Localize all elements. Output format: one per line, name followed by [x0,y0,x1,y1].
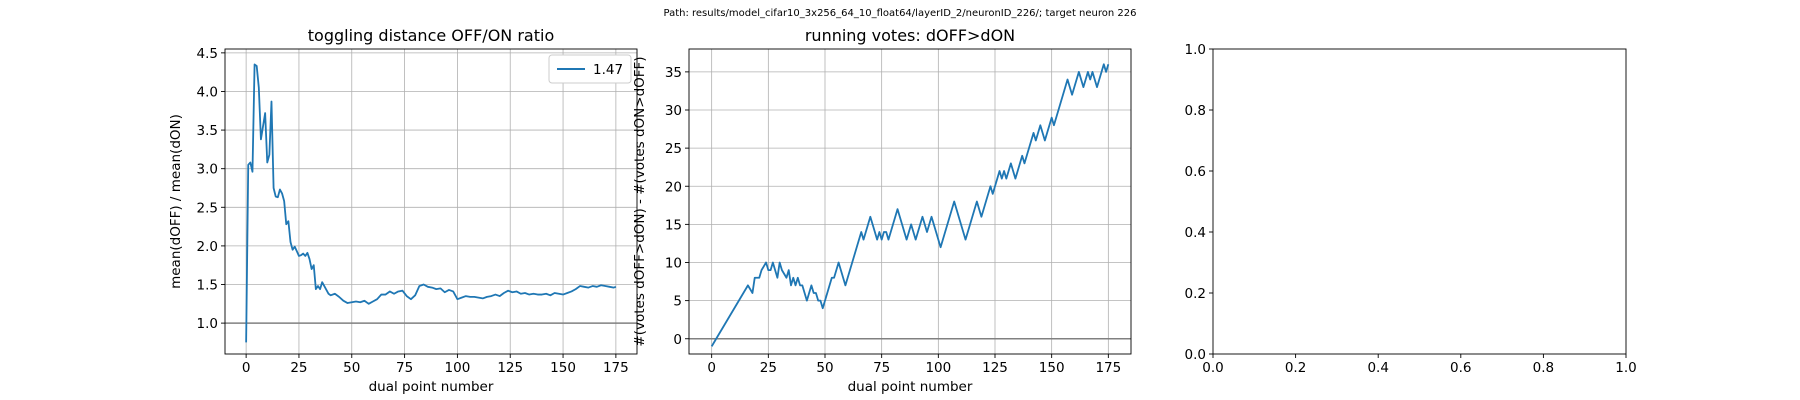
x-tick-label: 100 [445,360,471,376]
x-tick-label: 0.4 [1367,360,1388,376]
x-tick-label: 150 [550,360,576,376]
y-tick-label: 0.8 [1185,103,1206,119]
legend-box [548,54,632,84]
x-tick-label: 0.8 [1533,360,1554,376]
x-tick-label: 0.6 [1450,360,1471,376]
y-tick-label: 30 [665,103,682,119]
y-tick-label: 2.0 [197,239,218,255]
y-tick-label: 4.5 [197,46,218,62]
series-line [245,63,617,343]
x-tick-label: 75 [396,360,413,376]
y-tick-label: 1.5 [197,278,218,294]
y-tick-label: 3.5 [197,123,218,139]
y-tick-label: 0.2 [1185,286,1206,302]
chart-panel-1: 0 25 50 75 100 125 150 175 1.0 1.5 2.0 2.5 3.0 3.5 4.0… [168,26,638,395]
figure-suptitle: Path: results/model_cifar10_3x256_64_10_… [664,8,1137,19]
x-tick-label: 0 [242,360,251,376]
x-tick-label: 0.2 [1285,360,1306,376]
y-tick-label: 25 [665,141,682,157]
x-tick-label: 50 [343,360,360,376]
y-tick-label: 1.0 [1185,42,1206,58]
x-axis-label: dual point number [369,379,494,395]
x-tick-label: 175 [1095,360,1121,376]
x-tick-label: 125 [497,360,523,376]
x-tick-label: 150 [1039,360,1065,376]
y-tick-label: 2.5 [197,200,218,216]
x-tick-label: 25 [760,360,777,376]
x-tick-label: 0.0 [1202,360,1223,376]
y-axis-label: #(votes dOFF>dON) - #(votes dON>dOFF) [632,56,648,346]
y-tick-label: 15 [665,217,682,233]
plot-frame [224,48,638,355]
y-tick-label: 20 [665,179,682,195]
y-tick-label: 0.6 [1185,164,1206,180]
chart-panel-2: 0 25 50 75 100 125 150 175 0 5 10 15 20 25 30 35 running… [632,26,1132,395]
y-tick-label: 0.0 [1185,347,1206,363]
y-axis-label: mean(dOFF) / mean(dON) [168,114,184,289]
x-tick-label: 75 [873,360,890,376]
x-tick-label: 100 [925,360,951,376]
x-tick-label: 0 [707,360,716,376]
plot-frame [1212,48,1627,355]
y-tick-label: 10 [665,256,682,272]
x-tick-label: 125 [982,360,1008,376]
chart-title: toggling distance OFF/ON ratio [308,26,554,45]
series-line [710,63,1110,347]
y-tick-label: 0 [673,332,682,348]
y-tick-label: 1.0 [197,316,218,332]
y-tick-label: 35 [665,65,682,81]
x-axis-label: dual point number [848,379,973,395]
chart-panel-3: 0.0 0.2 0.4 0.6 0.8 1.0 0.0 0.2 0.4 0.6 0.8 1.0 [1185,42,1637,376]
x-tick-label: 1.0 [1615,360,1636,376]
y-tick-label: 0.4 [1185,225,1206,241]
y-tick-label: 4.0 [197,84,218,100]
chart-title: running votes: dOFF>dON [805,26,1015,45]
legend-entry: 1.47 [593,62,623,78]
y-tick-label: 5 [673,294,682,310]
y-tick-label: 3.0 [197,162,218,178]
x-tick-label: 25 [290,360,307,376]
x-tick-label: 175 [603,360,629,376]
x-tick-label: 50 [816,360,833,376]
legend: 1.47 [548,54,632,84]
plot-frame [688,48,1132,355]
